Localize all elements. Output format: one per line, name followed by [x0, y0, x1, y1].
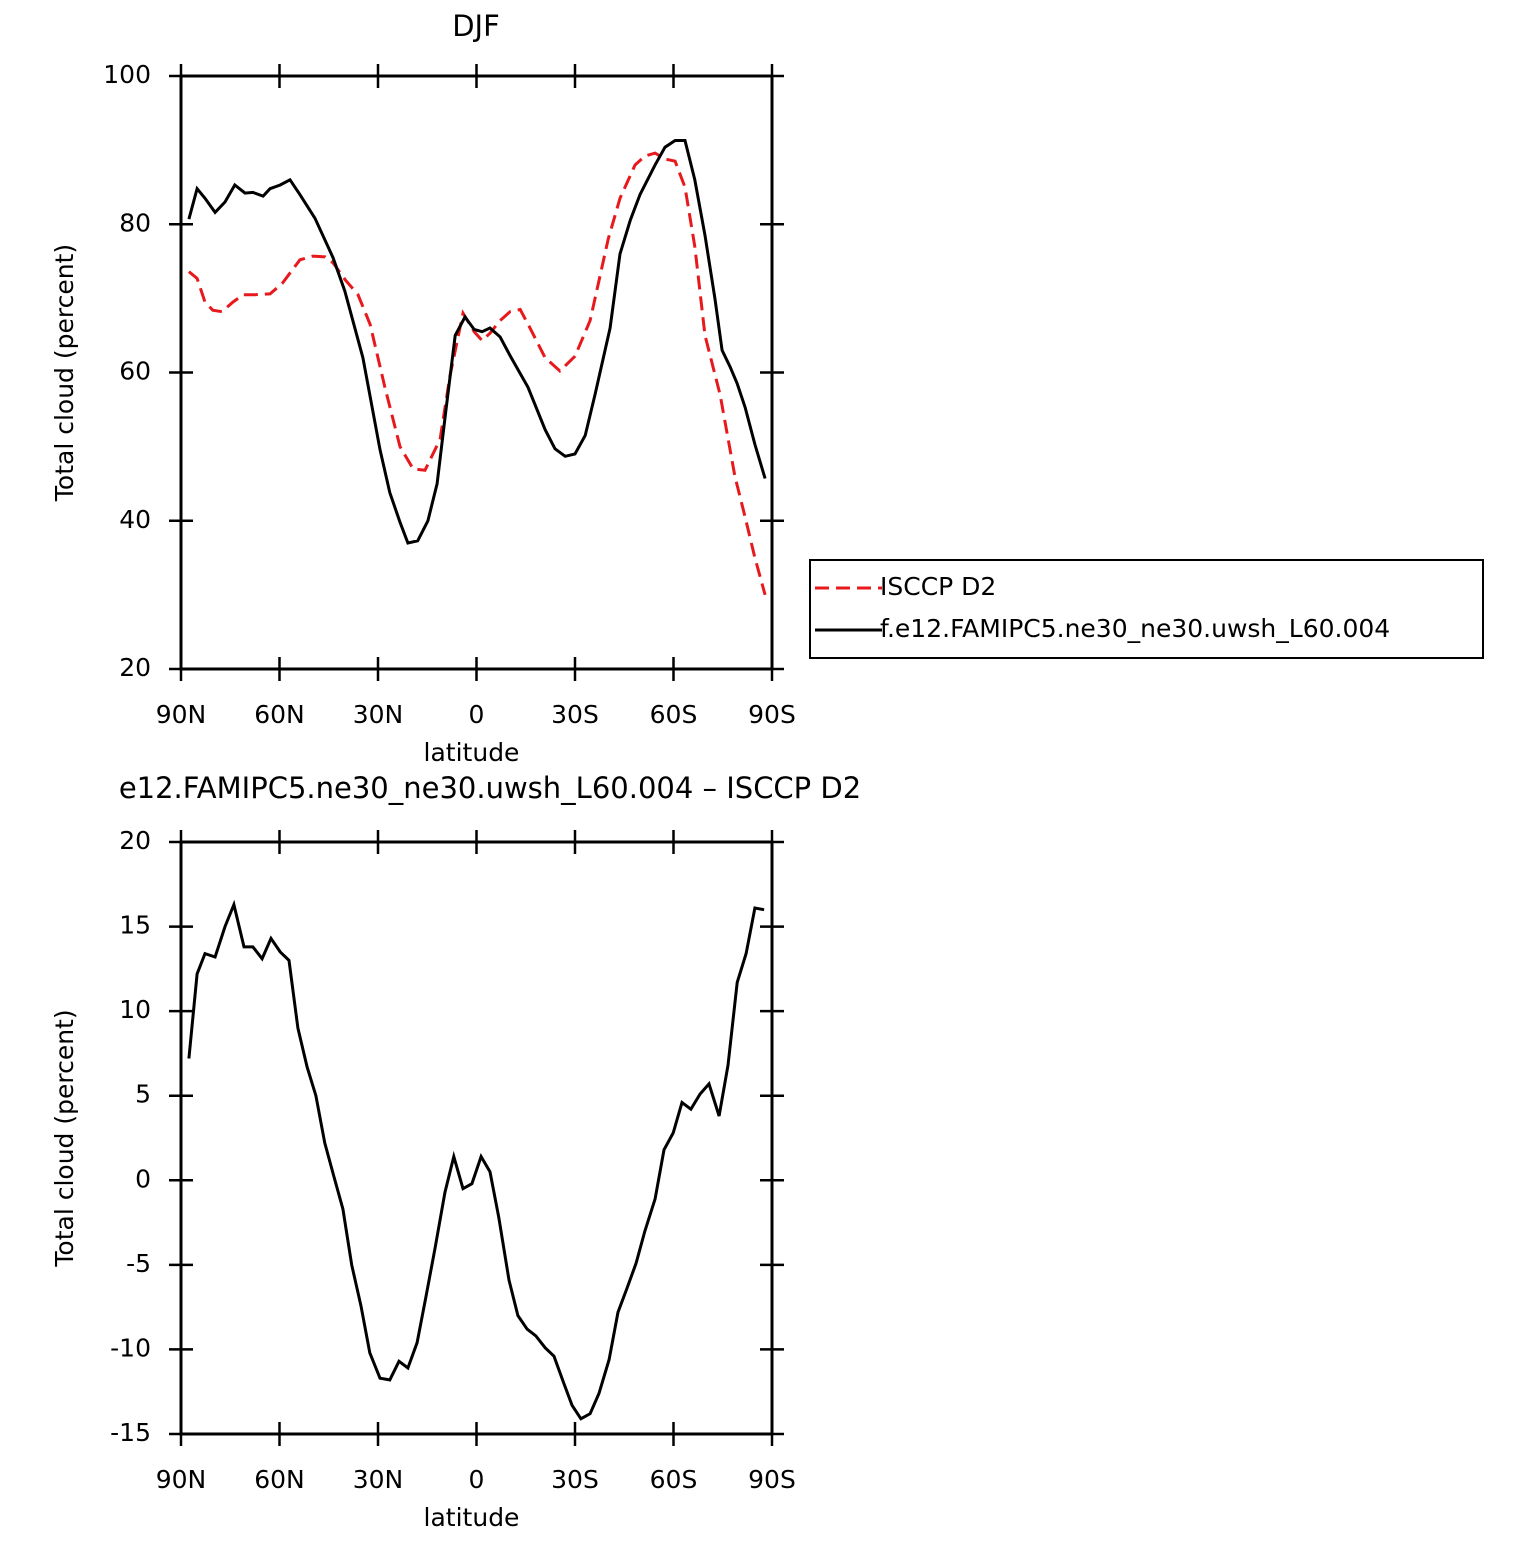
x-tick-label: 0: [469, 700, 485, 729]
x-tick-label: 30N: [353, 700, 404, 729]
y-tick-label: -15: [110, 1418, 151, 1447]
y-tick-label: 15: [119, 911, 151, 940]
legend-box: [809, 559, 1484, 659]
x-tick-label: 60N: [254, 1465, 305, 1494]
y-tick-label: 20: [119, 653, 151, 682]
y-tick-label: 5: [135, 1080, 151, 1109]
x-tick-label: 60S: [650, 700, 698, 729]
x-tick-label: 0: [469, 1465, 485, 1494]
x-tick-label: 30S: [551, 1465, 599, 1494]
y-tick-label: 20: [119, 826, 151, 855]
legend-label: f.e12.FAMIPC5.ne30_ne30.uwsh_L60.004: [880, 614, 1390, 643]
y-tick-label: 60: [119, 357, 151, 386]
y-tick-label: -10: [110, 1333, 151, 1362]
data-line: [187, 139, 767, 545]
legend-label: ISCCP D2: [880, 572, 996, 601]
chart-title: e12.FAMIPC5.ne30_ne30.uwsh_L60.004 – ISC…: [119, 771, 861, 805]
x-tick-label: 90N: [156, 700, 207, 729]
x-tick-label: 30N: [353, 1465, 404, 1494]
y-tick-label: 0: [135, 1164, 151, 1193]
y-axis-label: Total cloud (percent): [50, 244, 79, 502]
chart-title: DJF: [452, 9, 500, 43]
plot-frame: [179, 840, 774, 1436]
x-tick-label: 60S: [650, 1465, 698, 1494]
y-tick-label: 10: [119, 995, 151, 1024]
x-tick-label: 90S: [748, 700, 796, 729]
y-tick-label: 100: [103, 60, 151, 89]
data-line: [187, 151, 767, 596]
x-axis-label: latitude: [424, 738, 520, 767]
x-tick-label: 30S: [551, 700, 599, 729]
x-tick-label: 90S: [748, 1465, 796, 1494]
y-tick-label: -5: [126, 1249, 151, 1278]
data-line: [187, 899, 765, 1421]
y-tick-label: 80: [119, 208, 151, 237]
x-tick-label: 60N: [254, 700, 305, 729]
x-axis-label: latitude: [424, 1503, 520, 1532]
y-axis-label: Total cloud (percent): [50, 1009, 79, 1267]
y-tick-label: 40: [119, 505, 151, 534]
x-tick-label: 90N: [156, 1465, 207, 1494]
plot-frame: [179, 74, 774, 671]
